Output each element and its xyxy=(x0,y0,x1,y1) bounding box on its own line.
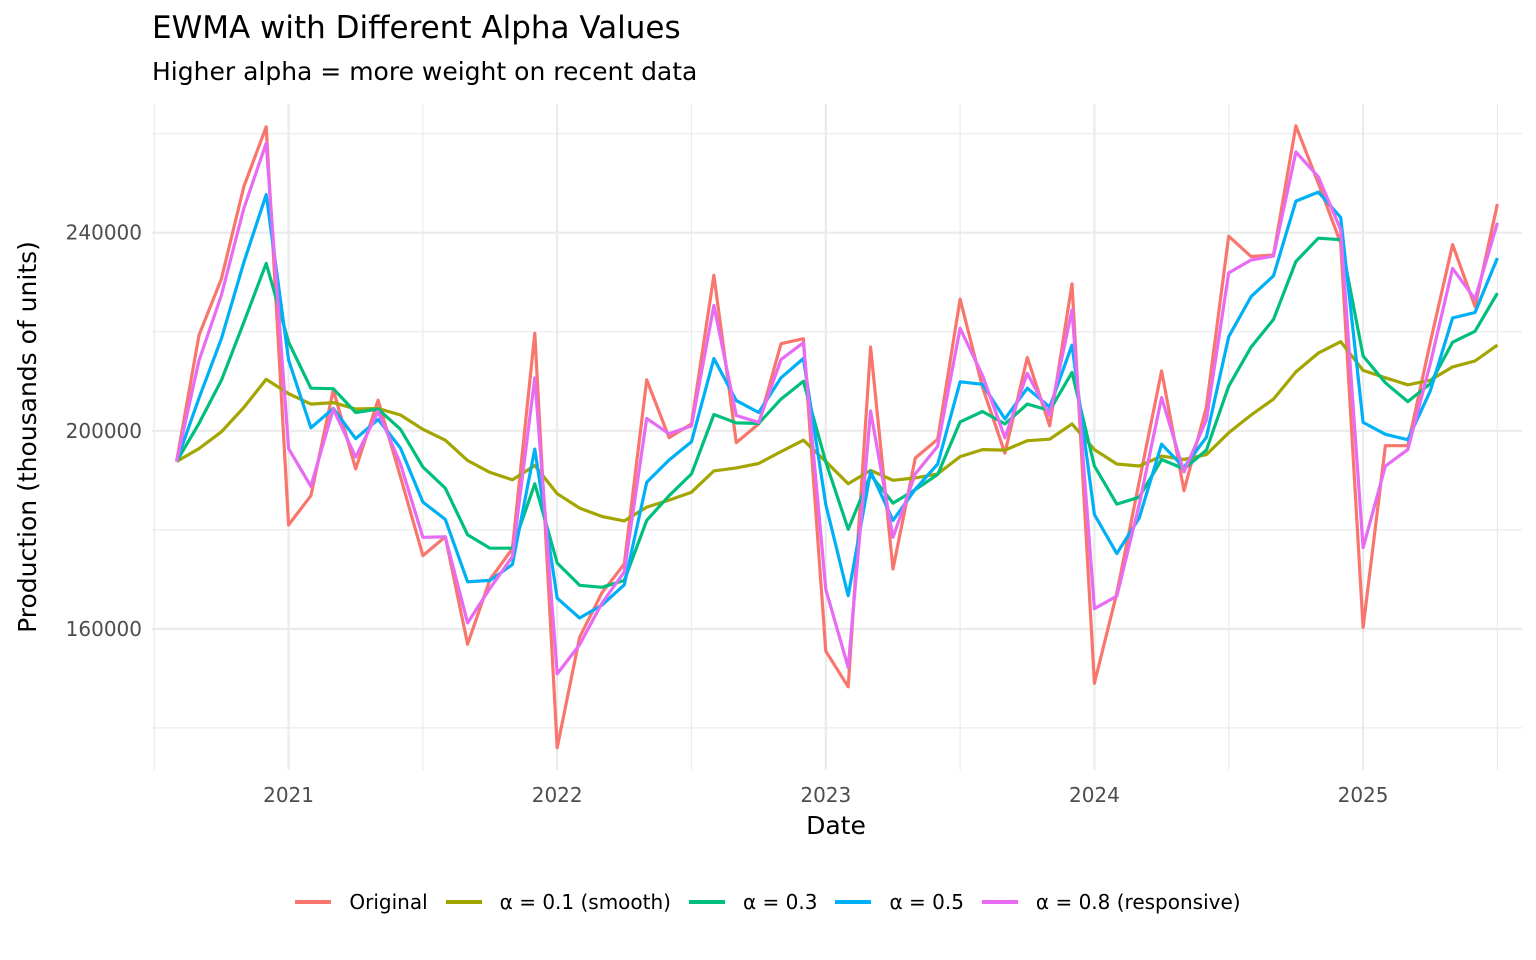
legend-label: α = 0.5 xyxy=(889,890,964,914)
y-tick-label: 200000 xyxy=(66,419,142,443)
series-line--0-8-responsive- xyxy=(175,141,1499,676)
legend-item: α = 0.3 xyxy=(688,890,818,914)
x-tick-label: 2025 xyxy=(1338,783,1389,807)
legend: Original α = 0.1 (smooth) α = 0.3 α = 0.5 α … xyxy=(0,890,1536,914)
x-tick-label: 2021 xyxy=(263,783,314,807)
legend-item: Original xyxy=(295,890,428,914)
chart-subtitle: Higher alpha = more weight on recent dat… xyxy=(152,57,698,86)
x-tick-label: 2022 xyxy=(532,783,583,807)
series-line--0-5 xyxy=(175,190,1499,620)
legend-key-swatch xyxy=(295,900,332,904)
x-tick-label: 2024 xyxy=(1069,783,1120,807)
legend-key-swatch xyxy=(981,900,1018,904)
x-tick-label: 2023 xyxy=(800,783,851,807)
legend-item: α = 0.5 xyxy=(835,890,964,914)
legend-item: α = 0.8 (responsive) xyxy=(981,890,1241,914)
series-lines xyxy=(175,124,1499,750)
y-tick-label: 240000 xyxy=(66,221,142,245)
legend-key-swatch xyxy=(688,900,725,904)
y-axis-ticks: 160000 200000 240000 xyxy=(66,221,142,641)
legend-label: α = 0.1 (smooth) xyxy=(499,890,671,914)
legend-key-swatch xyxy=(445,900,482,904)
y-tick-label: 160000 xyxy=(66,617,142,641)
legend-key-swatch xyxy=(835,900,872,904)
chart-title: EWMA with Different Alpha Values xyxy=(152,10,681,46)
series-line--0-1-smooth- xyxy=(175,340,1499,523)
series-line-original xyxy=(175,124,1499,750)
legend-label: α = 0.3 xyxy=(742,890,818,914)
x-axis-ticks: 2021 2022 2023 2024 2025 xyxy=(263,783,1388,807)
legend-label: Original xyxy=(349,890,428,914)
x-axis-title: Date xyxy=(806,811,866,840)
legend-label: α = 0.8 (responsive) xyxy=(1035,890,1241,914)
y-axis-title: Production (thousands of units) xyxy=(13,241,42,633)
legend-item: α = 0.1 (smooth) xyxy=(445,890,671,914)
series-line--0-3 xyxy=(175,236,1499,589)
